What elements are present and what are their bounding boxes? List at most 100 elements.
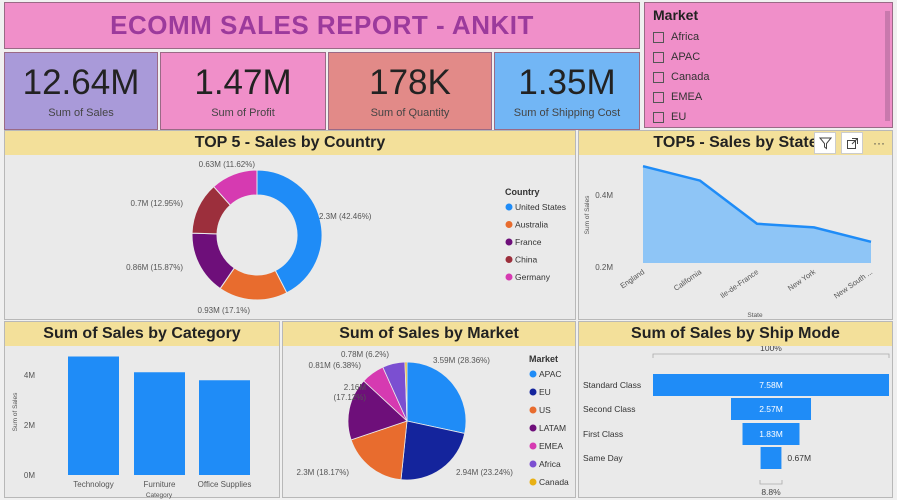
bottom-bracket [759, 480, 783, 485]
panel-sales-by-market: Sum of Sales by Market 3.59M (28.36%) 2.9… [282, 321, 576, 498]
y-tick-label: 4M [24, 371, 35, 380]
more-options-icon[interactable]: ··· [873, 136, 885, 150]
legend-label: APAC [539, 369, 562, 379]
slicer-item-label: APAC [671, 51, 701, 63]
legend-marker [529, 388, 537, 396]
slicer-title: Market [653, 7, 699, 23]
slicer-scrollbar[interactable] [885, 11, 890, 121]
checkbox[interactable] [653, 51, 664, 63]
funnel-bar [653, 374, 889, 396]
x-axis-label: State [747, 312, 763, 319]
data-label: 2.16M [344, 383, 367, 392]
pie-slice [347, 380, 408, 441]
slicer-item-apac[interactable]: APAC [653, 47, 884, 67]
kpi-value: 1.35M [518, 63, 616, 102]
kpi-label: Sum of Shipping Cost [513, 107, 621, 119]
y-axis-label: Sum of Sales [584, 195, 591, 234]
legend-label: France [515, 237, 542, 247]
x-tick-label: Ile-de-France [718, 267, 760, 300]
x-tick-label: Office Supplies [198, 480, 252, 489]
legend-marker [505, 221, 513, 228]
legend-title: Market [529, 354, 558, 364]
funnel-bar [742, 423, 800, 445]
bottom-percent-label: 8.8% [761, 487, 781, 497]
data-label: 2.3M (42.46%) [319, 212, 372, 221]
funnel-value-label: 0.67M [787, 453, 811, 463]
bar-chart: 0M 2M 4M Sum of Sales Technology Furniture Off… [12, 356, 252, 499]
legend-label: EMEA [539, 441, 563, 451]
pie-slice [406, 361, 467, 434]
focus-mode-icon[interactable] [841, 132, 863, 154]
slicer-item-label: EMEA [671, 91, 703, 103]
data-label: 0.81M (6.38%) [309, 361, 362, 370]
slicer-item-emea[interactable]: EMEA [653, 87, 884, 107]
slicer-item-label: Africa [671, 31, 700, 43]
pie-slice [400, 420, 466, 481]
legend-label: US [539, 405, 551, 415]
chart-title: Sum of Sales by Ship Mode [579, 322, 892, 346]
legend-title: Country [505, 187, 540, 197]
x-tick-label: New South ... [832, 267, 874, 300]
chart-title: Sum of Sales by Category [5, 322, 279, 346]
x-tick-label: Furniture [143, 480, 176, 489]
report-title: ECOMM SALES REPORT - ANKIT [110, 10, 534, 40]
legend-marker [529, 478, 537, 486]
pie-slice [350, 420, 408, 481]
legend-marker [529, 460, 537, 468]
funnel-bar [760, 447, 782, 469]
legend-label: LATAM [539, 423, 566, 433]
slicer-item-africa[interactable]: Africa [653, 27, 884, 47]
data-label: 2.3M (18.17%) [297, 468, 350, 477]
slicer-item-eu[interactable]: EU [653, 107, 884, 127]
legend-marker [505, 238, 513, 246]
x-tick-label: California [672, 267, 704, 293]
kpi-label: Sum of Quantity [370, 107, 450, 119]
kpi-value: 12.64M [22, 63, 140, 102]
data-label: 0.78M (6.2%) [341, 350, 389, 359]
y-tick-label: 0.4M [595, 191, 613, 200]
panel-sales-by-category: Sum of Sales by Category 0M 2M 4M Sum of Sa… [4, 321, 280, 499]
legend-label: EU [539, 387, 551, 397]
chart-title: Sum of Sales by Market [283, 322, 575, 346]
data-label: 0.93M (17.1%) [198, 306, 251, 315]
data-label: 3.59M (28.36%) [433, 356, 490, 365]
kpi-label: Sum of Profit [211, 107, 275, 119]
kpi-card-sales[interactable]: 12.64M Sum of Sales [4, 52, 158, 130]
y-axis-label: Sum of Sales [12, 392, 19, 431]
funnel-category-label: Second Class [583, 404, 635, 414]
legend-label: Canada [539, 477, 569, 487]
area-fill [643, 166, 871, 263]
donut-slice [212, 169, 258, 206]
filter-icon[interactable] [814, 132, 836, 154]
pie-chart: 3.59M (28.36%) 2.94M (23.24%) 2.3M (18.17%… [297, 350, 570, 487]
legend-label: Australia [515, 220, 548, 230]
slicer-item-canada[interactable]: Canada [653, 67, 884, 87]
kpi-value: 1.47M [194, 63, 292, 102]
donut-chart: 2.3M (42.46%) 0.93M (17.1%) 0.86M (15.87%)… [126, 160, 566, 315]
kpi-card-profit[interactable]: 1.47M Sum of Profit [160, 52, 326, 130]
funnel-category-label: Same Day [583, 453, 623, 463]
y-tick-label: 0M [24, 471, 35, 480]
donut-slice [256, 169, 323, 294]
legend-marker [505, 273, 513, 281]
checkbox[interactable] [653, 91, 664, 103]
kpi-card-quantity[interactable]: 178K Sum of Quantity [328, 52, 492, 130]
checkbox[interactable] [653, 31, 664, 43]
top-percent-label: 100% [760, 346, 782, 353]
legend-marker [529, 424, 537, 432]
bar [134, 372, 185, 475]
chart-title: TOP5 - Sales by State [579, 131, 892, 155]
x-tick-label: New York [786, 267, 817, 293]
checkbox[interactable] [653, 111, 664, 123]
kpi-card-shipping[interactable]: 1.35M Sum of Shipping Cost [494, 52, 640, 130]
y-tick-label: 0.2M [595, 263, 613, 272]
market-slicer: Market Africa APAC Canada EMEA EU [644, 2, 893, 128]
area-chart: 0.4M 0.2M Sum of Sales England California Ile… [584, 164, 874, 319]
funnel-chart: 100% Standard Class 7.58M Second Class 2.57M… [583, 346, 890, 497]
legend-marker [529, 406, 537, 414]
legend-label: Africa [539, 459, 561, 469]
pie-slice [404, 361, 408, 422]
data-label: 2.94M (23.24%) [456, 468, 513, 477]
funnel-category-label: First Class [583, 429, 623, 439]
checkbox[interactable] [653, 71, 664, 83]
